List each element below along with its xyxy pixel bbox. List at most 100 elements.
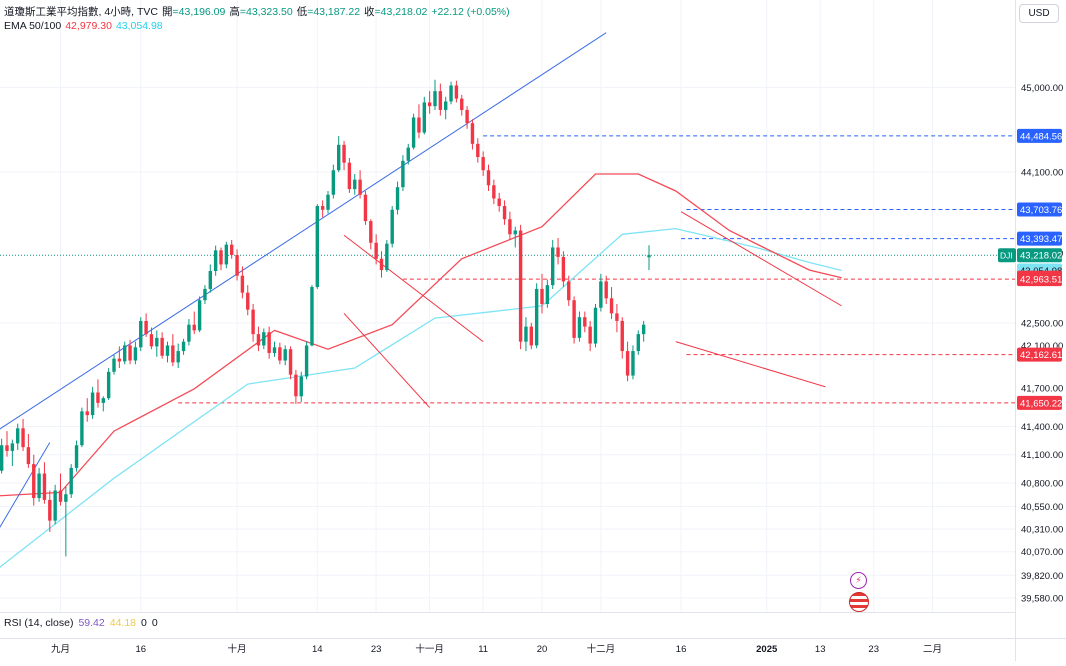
candle-body <box>540 288 544 304</box>
ema100-value: 43,054.98 <box>115 20 163 32</box>
candle-body <box>123 345 127 362</box>
candle <box>37 467 41 502</box>
candle <box>288 346 293 380</box>
candle-body <box>165 345 170 356</box>
candle-body <box>48 499 52 521</box>
candle <box>449 81 453 105</box>
trendline[interactable] <box>680 211 842 307</box>
candle-body <box>454 85 459 99</box>
candle-body <box>588 326 592 344</box>
ema50-value: 42,979.30 <box>65 20 112 32</box>
x-tick-label: 十一月 <box>415 643 444 655</box>
candle <box>438 83 443 116</box>
candle <box>294 369 298 404</box>
candle <box>374 234 378 265</box>
candle <box>518 224 523 350</box>
candle-body <box>545 285 550 304</box>
candle <box>577 311 582 342</box>
candle <box>58 473 63 506</box>
price-label: 44,484.56 <box>1017 128 1062 143</box>
candle-body <box>577 317 582 338</box>
candle-body <box>288 349 293 375</box>
candle-body <box>636 334 640 352</box>
y-tick-label: 39,580.00 <box>1021 593 1063 604</box>
x-tick-label: 16 <box>135 644 146 655</box>
candle-body <box>176 351 180 363</box>
y-tick-label: 41,100.00 <box>1021 450 1063 461</box>
candle <box>342 141 346 171</box>
candle <box>304 341 309 380</box>
price-label-bg <box>1017 248 1062 263</box>
candle-body <box>58 490 63 502</box>
y-tick-label: 45,000.00 <box>1021 83 1063 94</box>
candle-body <box>74 445 79 468</box>
price-label-bg <box>1017 202 1062 217</box>
candle-body <box>486 170 491 186</box>
us-flag-event-icon[interactable] <box>849 592 869 612</box>
candle-body <box>240 275 245 293</box>
candle-body <box>641 324 646 335</box>
candle <box>379 251 384 278</box>
trendline[interactable] <box>675 341 826 388</box>
candle-body <box>620 320 624 352</box>
candle-body <box>337 144 341 171</box>
candle-body <box>422 102 426 133</box>
candle-body <box>80 411 84 446</box>
candle <box>534 283 539 349</box>
ema100-line <box>0 227 842 568</box>
candle-body <box>390 209 394 244</box>
candle <box>647 245 651 271</box>
candle <box>353 174 357 195</box>
candle-body <box>449 85 453 102</box>
candle-body <box>144 320 148 335</box>
high-value: =43,323.50 <box>239 6 293 18</box>
candle-body <box>251 309 255 335</box>
x-tick-label: 二月 <box>923 644 942 655</box>
candle-body <box>358 179 362 195</box>
currency-button[interactable]: USD <box>1019 4 1059 23</box>
ema-legend-row[interactable]: EMA 50/100 42,979.30 43,054.98 <box>4 19 510 33</box>
x-tick-label: 13 <box>815 644 826 655</box>
price-label-bg <box>1017 395 1062 410</box>
candle-body <box>139 320 143 348</box>
candle <box>187 319 191 346</box>
candle <box>331 164 336 199</box>
candle <box>588 320 592 352</box>
y-tick-label: 40,070.00 <box>1021 547 1063 558</box>
candle <box>636 330 640 355</box>
rsi-legend[interactable]: RSI (14, close) 59.42 44.18 0 0 <box>4 617 158 629</box>
low-label: 低 <box>296 6 308 18</box>
candle <box>433 79 437 110</box>
lightning-icon[interactable]: ⚡ <box>850 572 867 589</box>
candle-body <box>0 445 4 471</box>
open-value: =43,196.09 <box>172 6 226 18</box>
candle-body <box>599 281 603 308</box>
candle-body <box>427 102 432 107</box>
candle-body <box>518 230 523 342</box>
ema50-line <box>0 173 842 497</box>
candle <box>90 386 95 419</box>
candle-body <box>246 292 250 310</box>
candle <box>203 285 207 304</box>
candle-body <box>465 109 469 124</box>
candle-body <box>192 324 196 331</box>
candle-body <box>395 187 400 210</box>
candle-body <box>90 392 95 416</box>
rsi-value-4: 0 <box>151 617 158 629</box>
x-tick-label: 23 <box>868 644 879 655</box>
trendline[interactable] <box>0 32 607 446</box>
candle-body <box>481 157 485 171</box>
close-label: 收 <box>364 6 375 18</box>
candle-body <box>235 255 239 276</box>
candle <box>133 341 138 365</box>
candle <box>155 330 159 357</box>
x-tick-label: 2025 <box>756 644 778 655</box>
trendline[interactable] <box>0 442 51 569</box>
candle <box>181 338 186 355</box>
trendline[interactable] <box>343 313 431 408</box>
candle <box>502 200 507 225</box>
candle <box>208 264 212 293</box>
trendline[interactable] <box>343 234 484 343</box>
